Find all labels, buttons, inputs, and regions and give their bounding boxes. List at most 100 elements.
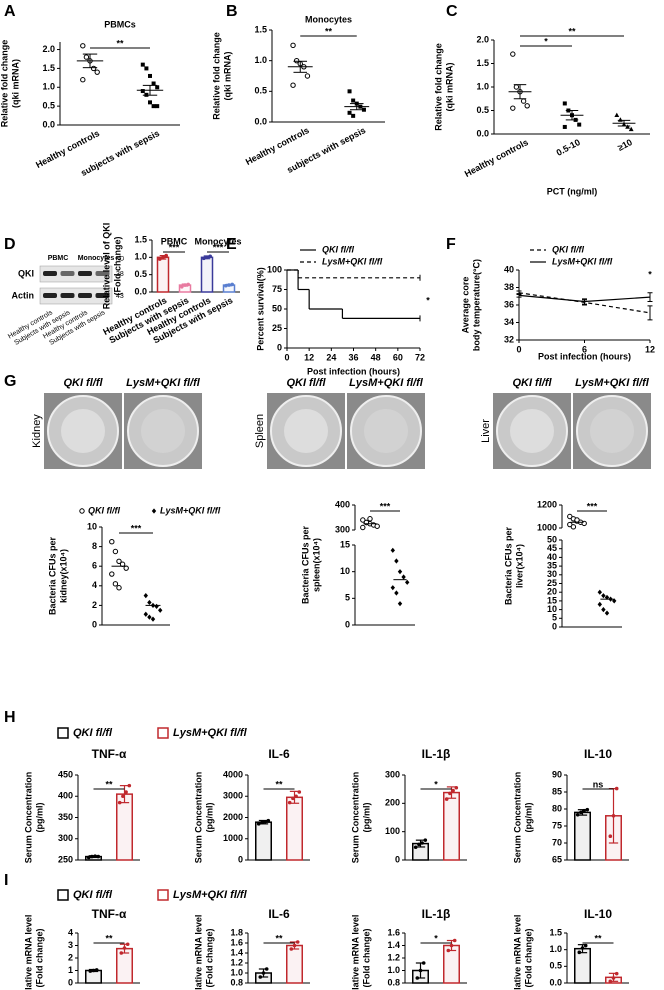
chart-title: IL-10: [584, 907, 612, 921]
y-tick-label: 75: [272, 284, 282, 294]
data-point: [418, 968, 423, 973]
y-axis-label: body temperature(°C): [471, 259, 481, 351]
significance-label: *: [544, 36, 548, 46]
data-point: [290, 42, 296, 49]
chart-title: TNF-α: [92, 907, 127, 921]
x-axis-label: Post infection (hours): [538, 351, 631, 361]
blot-band: [43, 293, 57, 298]
colonies: [141, 409, 185, 453]
significance-label: *: [434, 779, 438, 789]
organ-label: Liver: [480, 419, 492, 443]
y-tick-label: 1: [68, 965, 73, 975]
y-tick-label: 300: [335, 524, 350, 534]
y-tick-label: 2: [92, 600, 97, 610]
y-axis-label: Serum Concentration: [350, 772, 360, 864]
significance-label: ***: [169, 242, 180, 252]
y-axis-label: (Fold change): [34, 929, 44, 988]
y-tick-label: 4: [92, 580, 97, 590]
data-point: [143, 611, 148, 617]
y-tick-label: 0.8: [230, 977, 243, 987]
data-point: [116, 558, 122, 564]
x-tick-label: Healthy controls: [463, 137, 530, 179]
data-point: [454, 785, 459, 790]
chart-title: IL-6: [268, 747, 290, 761]
legend-label: LysM+QKI fl/fl: [322, 256, 383, 266]
data-point: [227, 283, 231, 287]
data-point: [291, 796, 295, 801]
y-axis-label: liver(x10⁴): [514, 544, 524, 588]
data-point: [144, 66, 149, 71]
y-tick-label: 1.8: [230, 927, 243, 937]
y-tick-label: 350: [58, 812, 73, 822]
y-axis-label: Bacteria CFUs per: [47, 536, 57, 615]
data-point: [93, 854, 97, 858]
y-tick-label: 50: [272, 303, 282, 313]
y-axis-label: Bacteria CFUs per: [503, 526, 513, 605]
plate-label: QKI fl/fl: [512, 377, 552, 389]
plate-label: QKI fl/fl: [286, 377, 326, 389]
y-tick-label: 90: [552, 769, 562, 779]
y-tick-label: 65: [552, 854, 562, 864]
y-tick-label: 0.5: [134, 269, 147, 279]
data-point: [79, 508, 85, 514]
significance-label: **: [105, 933, 113, 943]
data-point: [295, 940, 300, 944]
legend-label: QKI fl/fl: [322, 244, 354, 254]
plate-label: LysM+QKI fl/fl: [575, 377, 650, 389]
data-point: [183, 283, 187, 287]
chart-title: IL-6: [268, 907, 290, 921]
data-point: [186, 282, 190, 287]
y-tick-label: 1.5: [549, 927, 562, 937]
blot-band: [43, 271, 57, 276]
blot-band: [78, 271, 92, 276]
y-tick-label: 75: [552, 820, 562, 830]
bar: [605, 815, 622, 861]
y-axis-label: Percent survival(%): [255, 267, 265, 351]
data-point: [583, 943, 588, 948]
data-point: [263, 819, 267, 824]
data-point: [361, 107, 366, 112]
chart-title: IL-1β: [422, 747, 451, 761]
data-point: [117, 800, 122, 805]
data-point: [577, 122, 582, 127]
data-point: [297, 790, 302, 794]
significance-label: **: [105, 779, 113, 789]
data-point: [452, 938, 457, 943]
y-axis-label: kidney(x10⁴): [58, 549, 68, 603]
legend-label: QKI fl/fl: [73, 727, 113, 739]
y-tick-label: 1.2: [387, 952, 400, 962]
data-point: [294, 794, 298, 799]
y-tick-label: 85: [552, 786, 562, 796]
data-point: [289, 947, 294, 951]
y-tick-label: 1.0: [476, 81, 489, 91]
chart-title: IL-10: [584, 747, 612, 761]
plate-label: LysM+QKI fl/fl: [349, 377, 424, 389]
y-tick-label: 10: [547, 604, 557, 614]
legend-label: QKI fl/fl: [552, 244, 584, 254]
x-tick-label: 36: [348, 352, 358, 362]
y-axis-label: (pg/ml): [34, 803, 44, 833]
y-tick-label: 0: [345, 619, 350, 629]
y-axis-label: Relative fold change: [0, 40, 9, 128]
y-tick-label: 8: [92, 541, 97, 551]
data-point: [612, 598, 617, 604]
significance-label: **: [594, 933, 602, 943]
data-point: [258, 975, 263, 979]
y-tick-label: 0: [68, 977, 73, 987]
y-tick-label: 400: [335, 499, 350, 509]
data-point: [154, 603, 159, 609]
legend-label: LysM+QKI fl/fl: [160, 505, 221, 515]
y-axis-label: Relative fold change: [433, 43, 443, 131]
y-tick-label: 300: [385, 769, 400, 779]
blot-band: [95, 271, 110, 276]
data-point: [290, 82, 296, 88]
x-tick-label: 72: [415, 352, 425, 362]
y-axis-label: Bacteria CFUs per: [300, 525, 310, 604]
data-point: [161, 255, 165, 260]
plate-label: QKI fl/fl: [63, 377, 103, 389]
legend-label: LysM+QKI fl/fl: [173, 727, 248, 739]
data-point: [421, 961, 426, 965]
y-axis-label: Relative mRNA level: [512, 915, 522, 990]
data-point: [150, 616, 156, 622]
